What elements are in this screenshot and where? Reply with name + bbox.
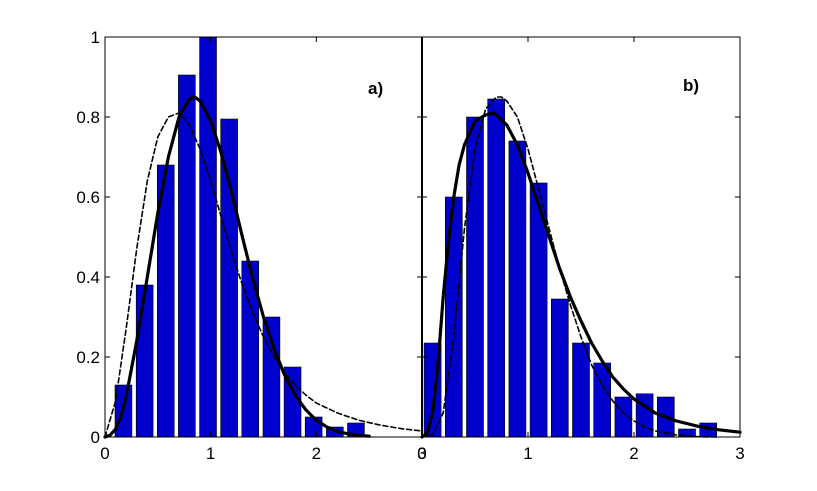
panel-a-ytick-label: 0.2 bbox=[76, 348, 100, 367]
panel-b-bar-4 bbox=[508, 140, 527, 438]
panel-a-dashed-curve bbox=[104, 112, 423, 438]
panel-b-bar-1 bbox=[444, 196, 463, 438]
panel-b-bar-7 bbox=[572, 342, 590, 438]
panel-a-solid-curve bbox=[103, 95, 371, 439]
panel-a-bar-4 bbox=[199, 36, 217, 438]
panel-b-bar-3 bbox=[487, 98, 506, 438]
panel-a-bar-7 bbox=[262, 316, 281, 438]
panel-a-ytick-label: 0.6 bbox=[76, 188, 100, 207]
panel-b-label: b) bbox=[683, 76, 699, 95]
panel-a-ytick-label: 1 bbox=[91, 28, 100, 47]
panel-a: 0 1 2 300.20.40.60.81a) bbox=[76, 28, 426, 463]
panel-a-ytick-label: 0.8 bbox=[76, 108, 100, 127]
panel-a-xtick-label: 1 bbox=[206, 444, 215, 463]
panel-b-solid-curve bbox=[420, 111, 742, 439]
panel-a-bar-9 bbox=[304, 416, 323, 438]
panel-b-xtick-label: 1 bbox=[523, 444, 532, 463]
panel-b: 0 1 2 3 b) bbox=[417, 36, 745, 463]
panel-a-ytick-label: 0.4 bbox=[76, 268, 100, 287]
panel-b-xtick-label: 2 bbox=[629, 444, 638, 463]
panel-a-bar-1 bbox=[135, 284, 154, 438]
panel-a-ytick-label: 0 bbox=[91, 428, 100, 447]
panel-a-label: a) bbox=[368, 79, 383, 98]
panel-a-xtick-label: 0 bbox=[100, 444, 109, 463]
panel-b-dashed-curve bbox=[421, 96, 720, 438]
panel-b-bar-6 bbox=[550, 298, 569, 438]
panel-b-bar-2 bbox=[466, 116, 484, 438]
panel-a-xtick-label: 2 bbox=[312, 444, 321, 463]
panel-b-xtick-label: 3 bbox=[735, 444, 744, 463]
panel-a-bar-3 bbox=[178, 74, 196, 438]
panel-b-xtick-label: 0 bbox=[417, 444, 426, 463]
panel-a-xtick-label: 3 bbox=[417, 444, 426, 463]
